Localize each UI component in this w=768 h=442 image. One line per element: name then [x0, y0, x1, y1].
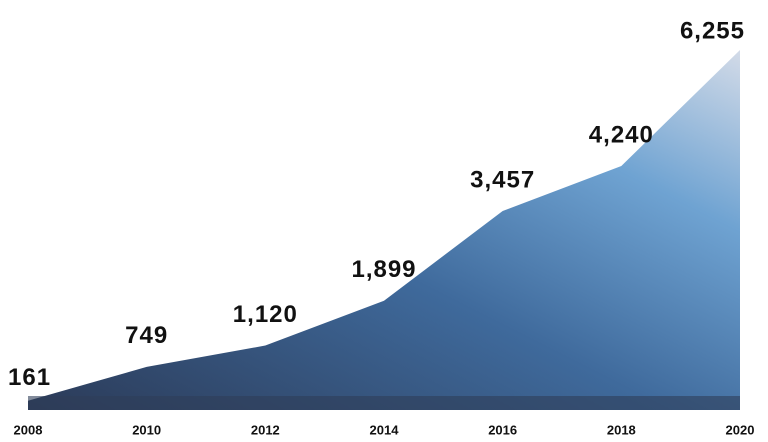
- value-label: 3,457: [470, 166, 535, 193]
- x-tick-label: 2014: [370, 422, 400, 437]
- x-tick-label: 2012: [251, 422, 280, 437]
- x-tick-label: 2010: [132, 422, 161, 437]
- x-tick-label: 2020: [726, 422, 755, 437]
- area: [28, 50, 740, 410]
- x-tick-label: 2008: [14, 422, 43, 437]
- ground: [28, 396, 740, 410]
- value-label: 6,255: [680, 17, 745, 44]
- x-tick-label: 2018: [607, 422, 636, 437]
- value-label: 1,120: [233, 301, 298, 328]
- x-tick-label: 2016: [488, 422, 517, 437]
- value-label: 749: [125, 322, 168, 349]
- value-label: 1,899: [351, 256, 416, 283]
- value-label: 4,240: [589, 121, 654, 148]
- value-label: 161: [8, 364, 51, 391]
